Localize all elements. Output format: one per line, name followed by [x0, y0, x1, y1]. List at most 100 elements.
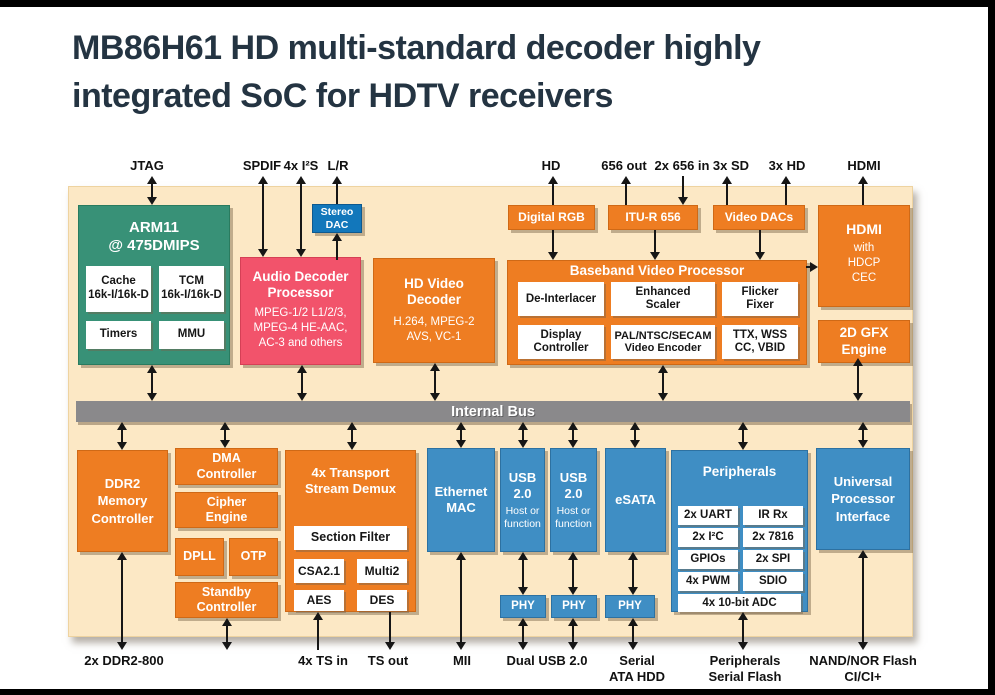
arrow-head — [738, 642, 748, 650]
stereo-dac-title: Stereo DAC — [320, 205, 354, 231]
itu-656-title: ITU-R 656 — [625, 210, 681, 225]
block-phy-usb2: PHY — [551, 595, 597, 618]
hdmi-title: HDMI — [846, 221, 882, 237]
io-label-hdmi: HDMI — [847, 158, 881, 173]
io-label-nand-nor: NAND/NOR Flash CI/CI+ — [809, 653, 917, 685]
usb-2-detail: Host or function — [555, 504, 592, 531]
bottom-border — [0, 689, 995, 695]
io-label-spdif: SPDIF — [242, 158, 282, 173]
bvp-title: Baseband Video Processor — [569, 263, 745, 278]
gfx-title: 2D GFX Engine — [839, 325, 889, 357]
demux-des: DES — [357, 589, 407, 611]
esata-title: eSATA — [615, 492, 656, 508]
arrow-head — [628, 642, 638, 650]
arrow-head — [548, 176, 558, 184]
per-7816: 2x 7816 — [743, 528, 803, 548]
block-otp: OTP — [229, 538, 278, 576]
right-border — [988, 0, 995, 695]
bvp-subblocks: De-Interlacer Enhanced Scaler Flicker Fi… — [518, 282, 798, 360]
arrow-head — [258, 176, 268, 184]
internal-bus: Internal Bus — [76, 401, 910, 422]
demux-csa21: CSA2.1 — [294, 558, 344, 583]
block-stereo-dac: Stereo DAC — [312, 204, 362, 233]
block-arm11: ARM11 @ 475DMIPS Cache 16k-I/16k-D TCM 1… — [78, 205, 230, 365]
io-label-3x-sd: 3x SD — [712, 158, 750, 173]
per-pwm: 4x PWM — [678, 572, 738, 592]
block-peripherals: Peripherals 2x UART IR Rx 2x I²C 2x 7816… — [671, 450, 808, 613]
arm11-cache: Cache 16k-I/16k-D — [86, 265, 151, 312]
top-border — [0, 0, 995, 7]
demux-section-filter: Section Filter — [294, 525, 407, 550]
demux-row-1: CSA2.1 Multi2 — [294, 558, 407, 583]
per-gpios: GPIOs — [678, 550, 738, 570]
io-label-lr: L/R — [327, 158, 349, 173]
bvp-video-encoder: PAL/NTSC/SECAM Video Encoder — [611, 325, 715, 360]
arrow-head — [568, 642, 578, 650]
demux-multi2: Multi2 — [357, 558, 407, 583]
block-hdmi: HDMI with HDCP CEC — [818, 205, 910, 307]
io-label-ts-in: 4x TS in — [298, 653, 348, 668]
demux-title: 4x Transport Stream Demux — [304, 465, 397, 496]
arrow-head — [858, 642, 868, 650]
io-label-jtag: JTAG — [130, 158, 164, 173]
video-dacs-title: Video DACs — [724, 210, 794, 225]
arm11-title: ARM11 @ 475DMIPS — [108, 219, 200, 255]
block-audio-decoder: Audio Decoder Processor MPEG-1/2 L1/2/3,… — [240, 257, 361, 365]
io-label-ts-out: TS out — [367, 653, 409, 668]
per-sdio: SDIO — [743, 572, 803, 592]
usb-1-detail: Host or function — [504, 504, 541, 531]
arrow-head — [621, 176, 631, 184]
arrow-head — [147, 176, 157, 184]
dma-title: DMA Controller — [196, 451, 257, 481]
block-standby-controller: Standby Controller — [175, 582, 278, 618]
arrow-head — [781, 176, 791, 184]
arrow-head — [296, 176, 306, 184]
block-ethernet-mac: Ethernet MAC — [427, 448, 495, 552]
upi-title: Universal Processor Interface — [831, 473, 895, 524]
phy-3-title: PHY — [618, 600, 642, 613]
usb-2-title: USB 2.0 — [559, 470, 588, 501]
phy-2-title: PHY — [562, 600, 586, 613]
arrow-head — [858, 176, 868, 184]
io-label-mii: MII — [452, 653, 472, 668]
block-dpll: DPLL — [175, 538, 224, 576]
io-label-dual-usb: Dual USB 2.0 — [506, 653, 588, 668]
hd-video-title: HD Video Decoder — [404, 276, 464, 308]
arm11-subblocks: Cache 16k-I/16k-D TCM 16k-I/16k-D Timers… — [86, 265, 224, 349]
arm11-tcm: TCM 16k-I/16k-D — [159, 265, 224, 312]
io-label-peripherals-flash: Peripherals Serial Flash — [708, 653, 782, 685]
io-label-hd: HD — [541, 158, 561, 173]
bvp-enhanced-scaler: Enhanced Scaler — [611, 282, 715, 317]
io-label-i2s: 4x I²S — [283, 158, 319, 173]
arm11-mmu: MMU — [159, 320, 224, 349]
phy-1-title: PHY — [511, 600, 535, 613]
cipher-title: Cipher Engine — [205, 494, 248, 524]
bvp-ttx-wss: TTX, WSS CC, VBID — [722, 325, 798, 360]
block-hd-video-decoder: HD Video Decoder H.264, MPEG-2 AVS, VC-1 — [373, 258, 495, 363]
arrow-head — [456, 642, 466, 650]
io-label-2x-656-in: 2x 656 in — [654, 158, 710, 173]
peripherals-subblocks: 2x UART IR Rx 2x I²C 2x 7816 GPIOs 2x SP… — [678, 506, 803, 592]
peripherals-title: Peripherals — [702, 464, 777, 479]
otp-title: OTP — [240, 549, 267, 564]
block-phy-esata: PHY — [605, 595, 655, 618]
per-uart: 2x UART — [678, 506, 738, 526]
bvp-display-controller: Display Controller — [518, 325, 604, 360]
per-ir-rx: IR Rx — [743, 506, 803, 526]
arrow-head — [332, 176, 342, 184]
io-label-656-out: 656 out — [601, 158, 647, 173]
block-baseband-video-processor: Baseband Video Processor De-Interlacer E… — [507, 260, 807, 365]
bvp-deinterlacer: De-Interlacer — [518, 282, 604, 317]
per-spi: 2x SPI — [743, 550, 803, 570]
hd-video-detail: H.264, MPEG-2 AVS, VC-1 — [393, 315, 475, 343]
ethernet-title: Ethernet MAC — [434, 484, 488, 515]
block-video-dacs: Video DACs — [713, 205, 805, 230]
audio-decoder-detail: MPEG-1/2 L1/2/3, MPEG-4 HE-AAC, AC-3 and… — [253, 306, 348, 349]
dpll-title: DPLL — [183, 549, 216, 564]
demux-row-2: AES DES — [294, 589, 407, 611]
bvp-flicker-fixer: Flicker Fixer — [722, 282, 798, 317]
block-phy-usb1: PHY — [500, 595, 546, 618]
block-usb-1: USB 2.0 Host or function — [500, 448, 545, 552]
demux-aes: AES — [294, 589, 344, 611]
